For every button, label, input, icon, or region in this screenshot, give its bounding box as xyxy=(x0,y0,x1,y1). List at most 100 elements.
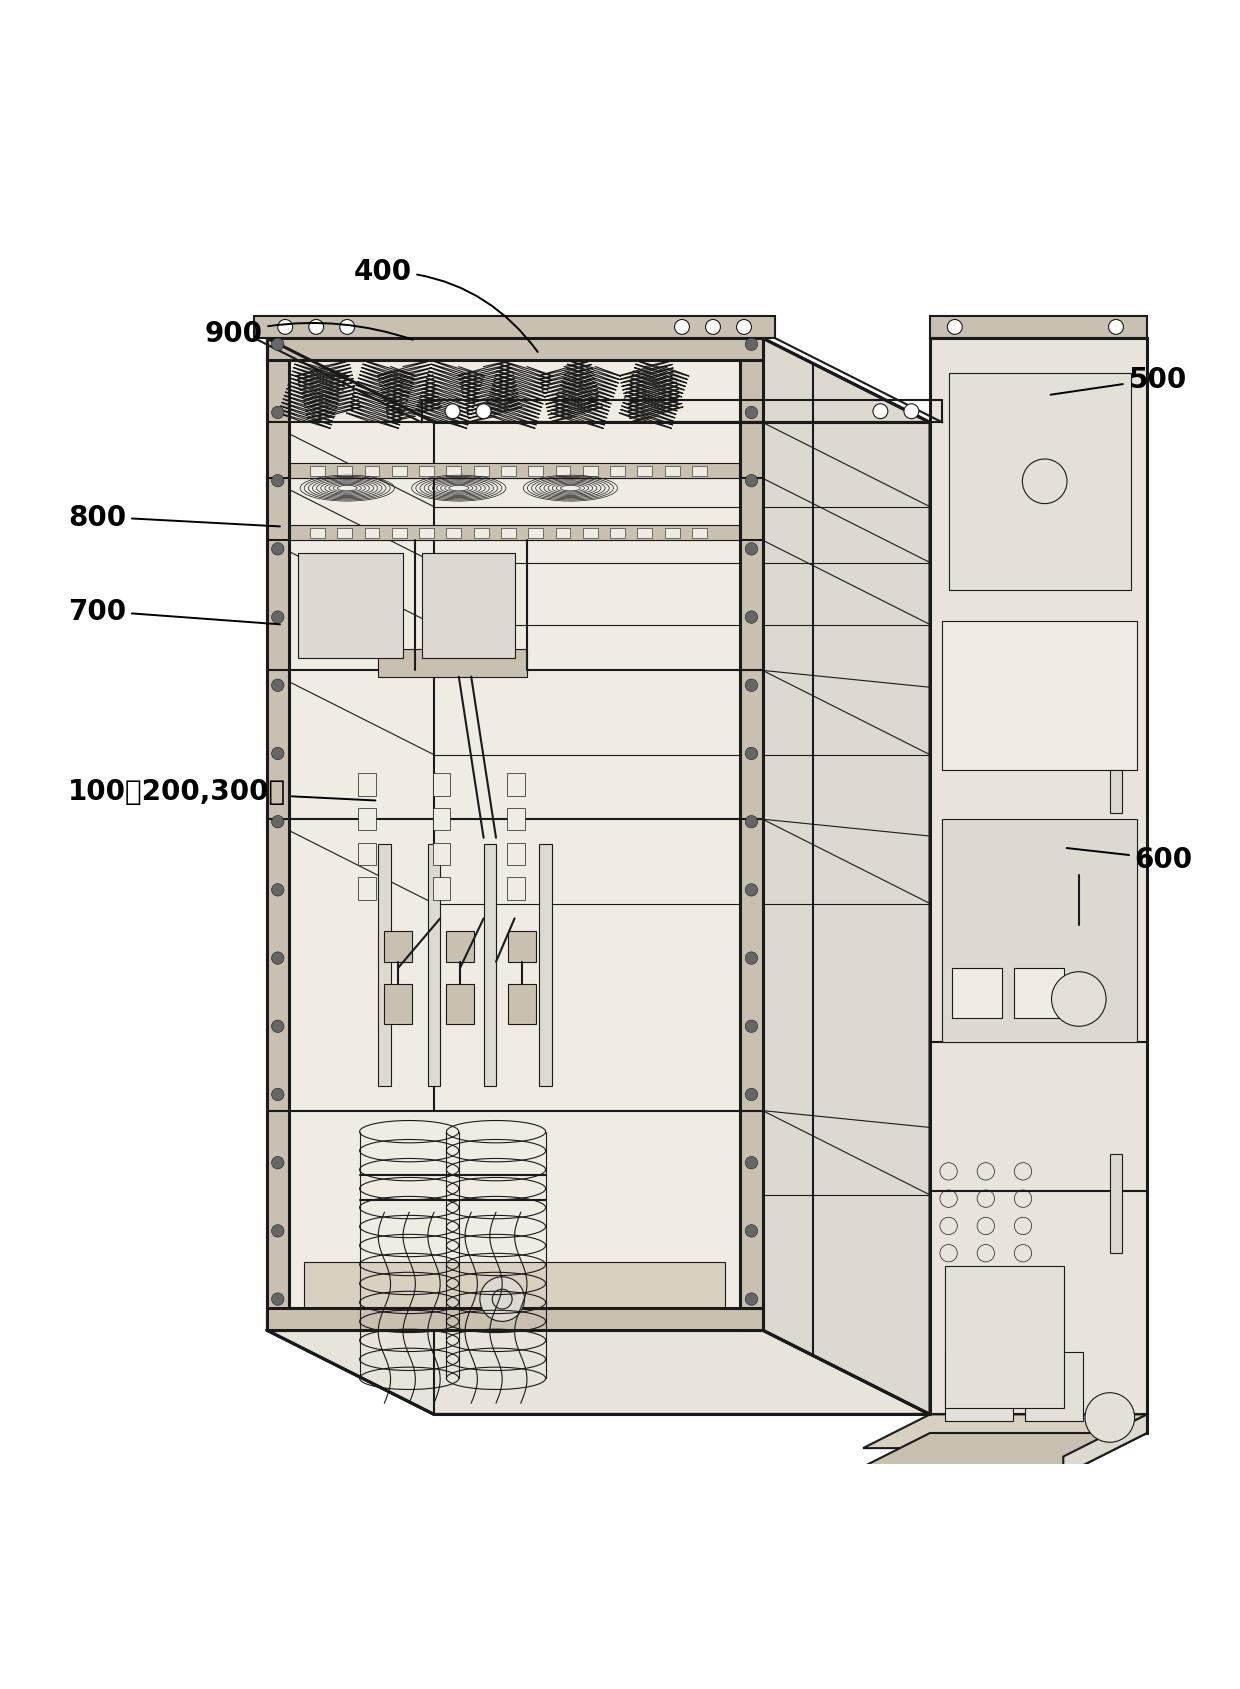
Bar xyxy=(474,466,489,476)
Bar xyxy=(378,844,391,1086)
Polygon shape xyxy=(1063,1415,1147,1474)
Bar xyxy=(446,931,474,963)
Bar xyxy=(1025,1353,1084,1420)
Bar xyxy=(539,844,552,1086)
Circle shape xyxy=(745,679,758,692)
Circle shape xyxy=(745,816,758,828)
Circle shape xyxy=(480,1277,525,1321)
Circle shape xyxy=(272,953,284,964)
Bar xyxy=(419,529,434,539)
Circle shape xyxy=(904,405,919,419)
Bar xyxy=(740,339,763,1331)
Circle shape xyxy=(272,816,284,828)
Circle shape xyxy=(745,1089,758,1101)
Bar xyxy=(304,1262,725,1331)
Circle shape xyxy=(272,1157,284,1169)
Bar xyxy=(428,844,440,1086)
Text: 500: 500 xyxy=(1050,367,1187,395)
Bar xyxy=(637,529,652,539)
Bar xyxy=(365,466,379,476)
Polygon shape xyxy=(846,1434,1147,1474)
Bar xyxy=(484,844,496,1086)
Bar xyxy=(945,1265,1064,1409)
Bar xyxy=(254,316,775,339)
Bar xyxy=(1014,968,1064,1018)
Bar xyxy=(358,809,376,831)
Bar xyxy=(337,529,352,539)
Bar xyxy=(583,529,598,539)
Bar xyxy=(433,878,450,900)
Bar xyxy=(433,843,450,865)
Bar xyxy=(556,466,570,476)
Circle shape xyxy=(706,321,720,334)
Bar xyxy=(930,339,1147,1415)
Bar xyxy=(298,554,403,659)
Circle shape xyxy=(1085,1393,1135,1442)
Bar xyxy=(508,985,536,1024)
Bar xyxy=(942,622,1137,770)
Bar xyxy=(583,466,598,476)
Bar xyxy=(422,554,515,659)
Circle shape xyxy=(947,321,962,334)
Bar xyxy=(358,843,376,865)
Bar xyxy=(528,529,543,539)
Bar xyxy=(310,529,325,539)
Circle shape xyxy=(278,321,293,334)
Circle shape xyxy=(272,339,284,351)
Bar xyxy=(267,339,289,1331)
Circle shape xyxy=(745,544,758,556)
Bar xyxy=(692,466,707,476)
Circle shape xyxy=(745,953,758,964)
Bar xyxy=(433,809,450,831)
Bar xyxy=(446,466,461,476)
Polygon shape xyxy=(763,339,930,1415)
Circle shape xyxy=(745,1225,758,1238)
Bar xyxy=(665,466,680,476)
Bar xyxy=(507,809,525,831)
Bar xyxy=(384,985,412,1024)
Circle shape xyxy=(745,1020,758,1034)
Bar xyxy=(637,466,652,476)
Circle shape xyxy=(272,748,284,760)
Circle shape xyxy=(745,748,758,760)
Circle shape xyxy=(737,321,751,334)
Bar xyxy=(692,529,707,539)
Circle shape xyxy=(745,1294,758,1306)
Bar xyxy=(267,339,763,1331)
Bar xyxy=(952,968,1002,1018)
Bar xyxy=(501,529,516,539)
Bar xyxy=(665,529,680,539)
Bar xyxy=(419,466,434,476)
Text: 600: 600 xyxy=(1066,846,1193,873)
Text: 900: 900 xyxy=(205,319,413,348)
Bar xyxy=(446,985,474,1024)
Bar xyxy=(507,878,525,900)
Bar xyxy=(384,931,412,963)
Bar xyxy=(508,931,536,963)
Circle shape xyxy=(272,544,284,556)
Circle shape xyxy=(309,321,324,334)
Circle shape xyxy=(873,405,888,419)
Text: 100（200,300）: 100（200,300） xyxy=(68,777,376,806)
Bar xyxy=(528,466,543,476)
Bar xyxy=(337,466,352,476)
Bar xyxy=(1110,1154,1122,1253)
Bar xyxy=(945,1353,1013,1420)
Circle shape xyxy=(445,405,460,419)
Bar xyxy=(610,529,625,539)
Text: 400: 400 xyxy=(353,258,538,353)
Bar xyxy=(610,466,625,476)
Bar xyxy=(507,774,525,796)
Circle shape xyxy=(272,1089,284,1101)
Circle shape xyxy=(745,883,758,897)
Circle shape xyxy=(272,1225,284,1238)
Circle shape xyxy=(1052,973,1106,1027)
Bar xyxy=(392,466,407,476)
Bar xyxy=(267,339,763,361)
Polygon shape xyxy=(267,1331,930,1415)
Bar xyxy=(474,529,489,539)
Circle shape xyxy=(476,405,491,419)
Bar xyxy=(501,466,516,476)
Bar xyxy=(433,774,450,796)
Circle shape xyxy=(745,339,758,351)
